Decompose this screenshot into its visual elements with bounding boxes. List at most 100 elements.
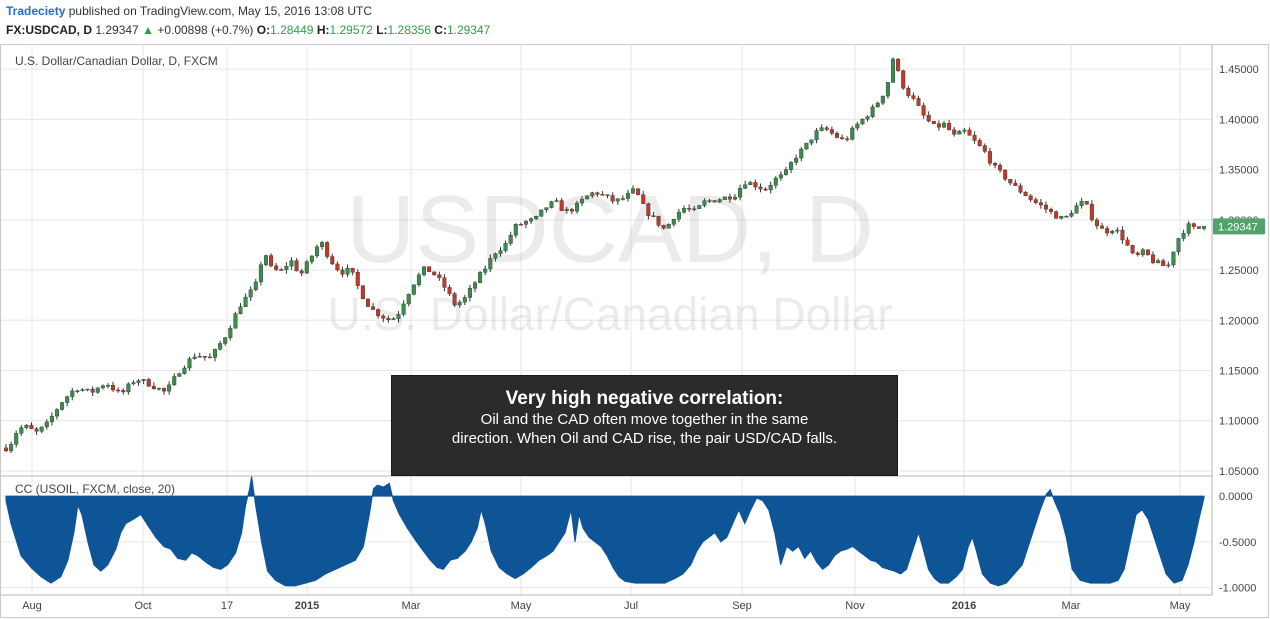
open-value: 1.28449 [270, 23, 314, 37]
price-tick-label: 1.35000 [1219, 165, 1259, 177]
annotation-callout: Very high negative correlation: Oil and … [391, 375, 898, 476]
candle-body [238, 306, 243, 314]
chart-frame [0, 44, 1269, 618]
candle-body [1079, 201, 1084, 206]
candle-body [967, 129, 972, 136]
candle-body [824, 127, 829, 130]
candle-body [646, 203, 651, 216]
candle-body [651, 215, 656, 217]
candle-body [875, 102, 880, 108]
candle-body [534, 216, 539, 219]
correlation-area-series [5, 475, 1205, 587]
candle-body [702, 200, 707, 206]
candle-body [615, 198, 620, 202]
indicator-tick-label: 0.0000 [1219, 491, 1253, 503]
close-label: C: [434, 23, 447, 37]
candle-body [258, 264, 263, 283]
low-value: 1.28356 [387, 23, 431, 37]
watermark-description: U.S. Dollar/Canadian Dollar [327, 288, 892, 340]
indicator-tick-label: -0.5000 [1219, 537, 1256, 549]
candle-body [529, 218, 534, 222]
candle-body [687, 208, 692, 210]
candle-body [947, 122, 952, 131]
candle-body [136, 380, 141, 383]
candle-body [916, 98, 921, 106]
candle-body [274, 265, 279, 270]
time-tick-label: May [1170, 600, 1191, 612]
price-tag-label: 1.29347 [1218, 221, 1258, 233]
time-tick-label: Nov [845, 600, 865, 612]
candle-body [661, 225, 666, 229]
candle-body [90, 388, 95, 393]
candle-body [911, 95, 916, 99]
time-axis[interactable]: Aug Oct 17 2015 Mar May Jul Sep Nov 2016 Mar May [22, 600, 1191, 612]
candle-body [49, 415, 54, 423]
candle-body [753, 182, 758, 188]
publisher-link[interactable]: Tradeciety [6, 4, 66, 18]
candle-body [488, 258, 493, 270]
symbol-label[interactable]: FX:USDCAD, D [6, 23, 92, 37]
candle-body [600, 194, 605, 196]
candle-body [1171, 251, 1176, 266]
candle-body [60, 402, 65, 410]
candle-body [682, 208, 687, 213]
candle-body [717, 199, 722, 203]
candle-body [177, 373, 182, 377]
candle-body [192, 356, 197, 359]
candle-body [1059, 216, 1064, 219]
price-tick-label: 1.05000 [1219, 466, 1259, 478]
candle-body [901, 70, 906, 89]
candle-body [65, 396, 70, 403]
candle-body [162, 387, 167, 392]
published-text: published on TradingView.com, May 15, 20… [68, 4, 373, 18]
candle-body [712, 200, 717, 203]
annotation-body-line-1: Oil and the CAD often move together in t… [480, 411, 809, 428]
candle-body [697, 205, 702, 209]
candle-body [1145, 249, 1150, 256]
candle-body [559, 200, 564, 211]
candle-body [580, 198, 585, 204]
candle-body [345, 267, 350, 275]
candle-body [228, 328, 233, 338]
candle-body [727, 196, 732, 200]
price-tick-label: 1.45000 [1219, 64, 1259, 76]
candle-body [605, 194, 610, 196]
candle-body [549, 201, 554, 208]
indicator-axis[interactable]: 0.0000 -0.5000 -1.0000 [1219, 491, 1256, 595]
last-price-tag: 1.29347 [1213, 218, 1265, 235]
candle-body [243, 296, 248, 307]
time-tick-label: 2016 [952, 600, 976, 612]
candle-body [1089, 203, 1094, 221]
candle-body [773, 177, 778, 186]
candle-body [1038, 202, 1043, 206]
candle-body [467, 288, 472, 298]
candle-body [804, 142, 809, 150]
candle-body [457, 301, 462, 306]
candle-body [70, 390, 75, 397]
candle-body [513, 224, 518, 236]
candle-body [172, 376, 177, 386]
price-tick-label: 1.20000 [1219, 315, 1259, 327]
candle-body [921, 105, 926, 116]
correlation-area [5, 475, 1205, 587]
candle-body [365, 298, 370, 307]
candle-body [197, 356, 202, 358]
candle-body [768, 184, 773, 191]
candle-body [789, 162, 794, 170]
candle-body [906, 87, 911, 96]
candle-body [360, 285, 365, 300]
candle-body [799, 148, 804, 159]
candle-body [437, 274, 442, 278]
candle-body [478, 272, 483, 284]
price-axis[interactable]: 1.450001.400001.350001.300001.250001.200… [1219, 64, 1259, 478]
price-tick-label: 1.25000 [1219, 265, 1259, 277]
candle-body [299, 270, 304, 274]
annotation-body-line-2: direction. When Oil and CAD rise, the pa… [451, 430, 838, 447]
candle-body [942, 122, 947, 128]
candlestick-series [3, 57, 1206, 454]
candle-body [855, 123, 860, 129]
candle-body [1201, 226, 1206, 229]
candle-body [850, 127, 855, 140]
candle-body [926, 115, 931, 122]
